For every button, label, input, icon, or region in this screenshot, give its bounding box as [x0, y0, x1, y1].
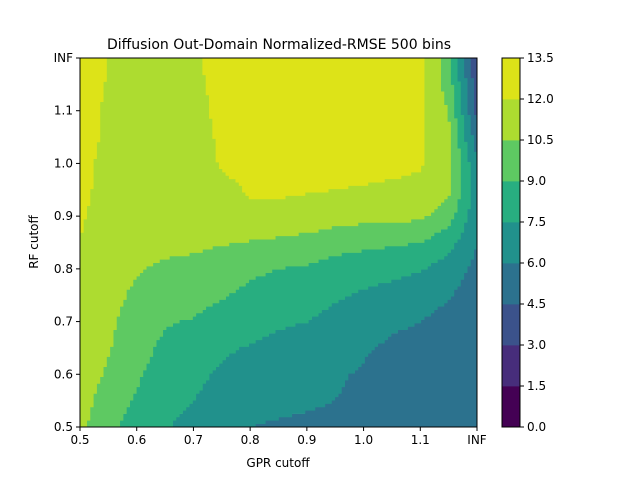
colorbar-swatch [502, 99, 520, 141]
colorbar-swatch [502, 58, 520, 100]
contour-band-4 [172, 58, 478, 428]
colorbar-tick-label: 0.0 [527, 420, 546, 434]
colorbar-swatch [502, 263, 520, 305]
colorbar: 0.0 1.5 3.0 4.5 6.0 7.5 9.0 10.5 12.0 13.5 [501, 51, 554, 434]
y-tick-label: 1.1 [54, 104, 73, 118]
y-tick-label: 0.5 [54, 420, 73, 434]
colorbar-tick-label: 10.5 [527, 133, 554, 147]
x-tick-label: 0.7 [184, 433, 203, 447]
x-tick-label: INF [467, 433, 487, 447]
colorbar-tick-label: 12.0 [527, 92, 554, 106]
y-axis-label: RF cutoff [27, 214, 41, 268]
x-tick-label: 0.6 [127, 433, 146, 447]
colorbar-frame [501, 57, 521, 428]
colorbar-tick-label: 13.5 [527, 51, 554, 65]
contour-band-8 [80, 58, 425, 233]
x-tick-label: 0.8 [241, 433, 260, 447]
colorbar-swatch [502, 345, 520, 387]
colorbar-swatch [502, 222, 520, 264]
colorbar-tick-label: 6.0 [527, 256, 546, 270]
y-tick-label: 0.8 [54, 262, 73, 276]
x-tick-label: 1.1 [411, 433, 430, 447]
x-axis: 0.5 0.6 0.7 0.8 0.9 1.0 1.1 INF [70, 427, 487, 447]
colorbar-swatch [502, 386, 520, 428]
x-tick-label: 0.9 [297, 433, 316, 447]
contour-band-3 [255, 58, 478, 428]
x-tick-label: 1.0 [354, 433, 373, 447]
x-tick-label: 0.5 [70, 433, 89, 447]
contour-band-5 [119, 58, 471, 428]
x-axis-label: GPR cutoff [246, 456, 310, 470]
colorbar-tick-label: 9.0 [527, 174, 546, 188]
colorbar-swatch [502, 304, 520, 346]
plot-area [80, 58, 478, 428]
y-tick-label: 0.7 [54, 315, 73, 329]
y-axis: 0.5 0.6 0.7 0.8 0.9 1.0 1.1 INF [54, 51, 80, 434]
y-tick-label: 1.0 [54, 156, 73, 170]
y-tick-label: 0.9 [54, 209, 73, 223]
colorbar-swatch [502, 140, 520, 182]
contour-band-6 [86, 58, 461, 428]
y-tick-label: INF [54, 51, 74, 65]
colorbar-tick-label: 1.5 [527, 379, 546, 393]
contour-band-7 [80, 58, 451, 428]
colorbar-tick-label: 7.5 [527, 215, 546, 229]
y-tick-label: 0.6 [54, 367, 73, 381]
colorbar-swatch [502, 181, 520, 223]
plot-frame [79, 57, 478, 428]
colorbar-tick-label: 3.0 [527, 338, 546, 352]
colorbar-tick-label: 4.5 [527, 297, 546, 311]
chart-title: Diffusion Out-Domain Normalized-RMSE 500… [107, 37, 451, 53]
